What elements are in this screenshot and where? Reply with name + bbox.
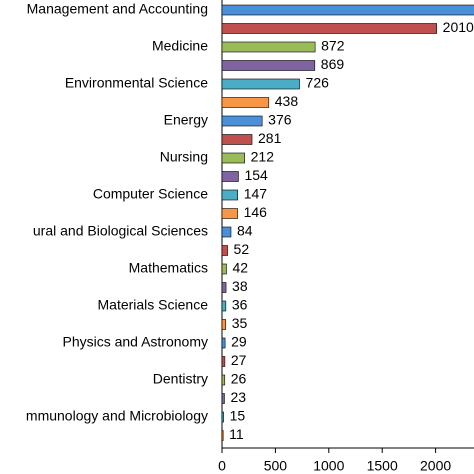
x-tick-label: 1500 (367, 458, 398, 474)
y-tick-label: mmunology and Microbiology (26, 408, 208, 424)
bar (221, 300, 227, 312)
bar (221, 78, 300, 90)
y-tick-label: Management and Accounting (27, 1, 208, 17)
value-label: 26 (231, 371, 247, 387)
x-tick-label: 2000 (420, 458, 451, 474)
bar (221, 374, 226, 386)
value-label: 726 (306, 75, 330, 91)
bar (221, 411, 224, 423)
value-label: 29 (231, 334, 247, 350)
bar (221, 97, 270, 108)
y-tick-label: Materials Science (98, 297, 209, 313)
bar (221, 134, 253, 145)
y-tick-label: Computer Science (93, 186, 208, 202)
value-label: 36 (232, 297, 248, 313)
bar (221, 189, 238, 201)
value-label: 438 (275, 93, 299, 109)
x-tick-label: 500 (264, 458, 288, 474)
y-tick-label: Medicine (152, 38, 208, 54)
y-tick-label: Nursing (160, 149, 208, 165)
bar (221, 23, 437, 34)
value-label: 154 (244, 167, 268, 183)
value-label: 52 (234, 241, 250, 257)
bar (221, 226, 232, 238)
value-label: 42 (232, 260, 248, 276)
bar (221, 282, 227, 293)
value-label: 27 (231, 352, 247, 368)
y-tick-label: Mathematics (129, 260, 208, 276)
bar (221, 245, 228, 256)
bar (221, 152, 245, 164)
bar (221, 337, 226, 349)
value-label: 869 (321, 56, 345, 72)
value-label: 11 (229, 426, 244, 442)
y-tick-label: Environmental Science (65, 75, 208, 91)
value-label: 2010 (443, 19, 474, 35)
value-label: 872 (321, 38, 345, 54)
value-label: 376 (268, 112, 292, 128)
x-tick-label: 1000 (313, 458, 344, 474)
bar (221, 171, 239, 182)
bar (221, 356, 226, 367)
y-tick-label: Dentistry (153, 371, 208, 387)
value-label: 212 (251, 149, 275, 165)
value-label: 23 (230, 389, 246, 405)
value-label: 84 (237, 223, 253, 239)
bar (221, 393, 225, 404)
bar (221, 115, 263, 127)
bar (221, 430, 224, 441)
value-label: 281 (258, 130, 282, 146)
bar (221, 41, 316, 53)
value-label: 146 (244, 204, 268, 220)
bar (221, 60, 316, 71)
bar (221, 4, 474, 16)
y-tick-label: Energy (164, 112, 208, 128)
x-tick-label: 0 (218, 458, 226, 474)
bar (221, 319, 227, 330)
value-label: 15 (230, 408, 246, 424)
y-tick-label: ural and Biological Sciences (33, 223, 208, 239)
value-label: 38 (232, 278, 248, 294)
value-label: 35 (232, 315, 248, 331)
y-tick-label: Physics and Astronomy (62, 334, 208, 350)
bar (221, 263, 227, 275)
value-label: 147 (244, 186, 268, 202)
bar (221, 208, 238, 219)
